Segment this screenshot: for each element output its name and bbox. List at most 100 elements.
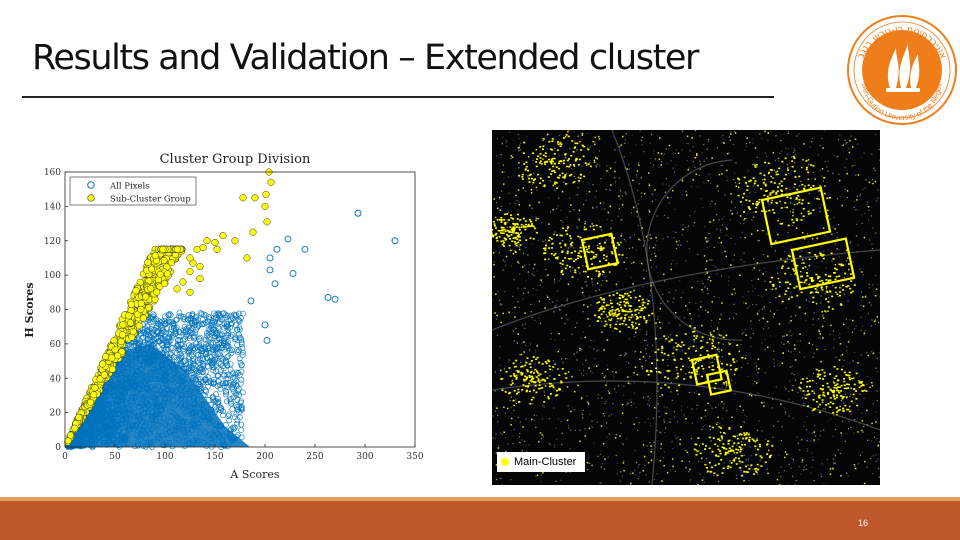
point-all-pixels (263, 336, 271, 344)
point-all-pixels (213, 345, 220, 352)
point-all-pixels (220, 340, 227, 347)
point-all-pixels (181, 344, 188, 350)
point-all-pixels (143, 330, 150, 337)
point-all-pixels (230, 424, 236, 431)
point-all-pixels (191, 318, 198, 324)
point-all-pixels (155, 338, 162, 345)
x-tick-label: 200 (256, 452, 273, 462)
point-sub-cluster (203, 237, 211, 245)
point-all-pixels (175, 356, 182, 363)
point-all-pixels (224, 354, 231, 361)
y-tick-label: 160 (44, 168, 61, 178)
point-all-pixels (178, 313, 184, 320)
point-all-pixels (193, 340, 200, 347)
point-all-pixels (185, 355, 192, 362)
point-all-pixels (284, 235, 292, 243)
x-axis-label: A Scores (229, 468, 280, 481)
point-all-pixels (220, 412, 226, 419)
point-all-pixels (198, 311, 205, 318)
point-all-pixels (226, 411, 232, 418)
point-all-pixels (166, 310, 173, 317)
footer-bar (0, 501, 960, 540)
point-all-pixels (205, 332, 212, 338)
point-all-pixels (221, 324, 228, 331)
point-sub-cluster (137, 305, 145, 313)
point-all-pixels (289, 269, 297, 277)
point-sub-cluster (196, 275, 204, 283)
point-all-pixels (143, 333, 150, 339)
point-all-pixels (234, 396, 241, 403)
point-all-pixels (217, 382, 223, 388)
point-all-pixels (204, 355, 211, 362)
point-all-pixels (194, 344, 200, 350)
point-all-pixels (168, 318, 175, 325)
point-all-pixels (223, 389, 230, 396)
point-all-pixels (216, 312, 223, 318)
point-all-pixels (149, 338, 156, 345)
point-all-pixels (224, 371, 231, 378)
map-legend: Main-Cluster (497, 452, 585, 472)
point-sub-cluster (153, 288, 161, 296)
point-all-pixels (182, 333, 189, 340)
x-tick-label: 150 (206, 452, 223, 462)
point-all-pixels (203, 368, 209, 375)
point-all-pixels (157, 330, 164, 337)
point-all-pixels (236, 324, 243, 331)
legend-marker-all-pixels (87, 181, 95, 189)
point-all-pixels (188, 352, 195, 359)
point-all-pixels (226, 372, 233, 379)
point-all-pixels (165, 318, 172, 325)
point-all-pixels (176, 355, 183, 362)
point-all-pixels (200, 363, 207, 370)
y-tick-label: 20 (50, 409, 62, 419)
point-all-pixels (205, 338, 212, 345)
point-all-pixels (202, 375, 209, 382)
point-all-pixels (261, 321, 269, 329)
point-sub-cluster (108, 354, 116, 362)
point-all-pixels (173, 356, 180, 363)
point-all-pixels (176, 310, 183, 316)
point-all-pixels (233, 402, 240, 409)
point-sub-cluster (267, 178, 275, 186)
point-all-pixels (225, 326, 231, 333)
point-all-pixels (171, 325, 177, 331)
chart-title: Cluster Group Division (160, 152, 311, 167)
x-tick-label: 350 (406, 452, 423, 462)
point-all-pixels (159, 318, 166, 325)
point-all-pixels (273, 245, 281, 253)
scatter-chart: Cluster Group Division 0 50 100 150 200 250 30… (20, 140, 430, 485)
point-all-pixels (153, 316, 159, 323)
y-tick-label: 120 (44, 237, 61, 247)
point-all-pixels (171, 320, 178, 327)
point-all-pixels (209, 349, 216, 356)
x-tick-label: 100 (156, 452, 173, 462)
point-all-pixels (187, 315, 194, 322)
point-all-pixels (196, 369, 203, 375)
point-all-pixels (227, 398, 234, 405)
point-sub-cluster (151, 252, 159, 260)
point-sub-cluster (66, 431, 75, 439)
point-all-pixels (232, 390, 239, 397)
point-all-pixels (158, 329, 165, 336)
map-building-outline (580, 232, 619, 271)
point-all-pixels (238, 341, 245, 348)
point-all-pixels (183, 326, 190, 332)
point-sub-cluster (231, 237, 239, 245)
point-all-pixels (231, 424, 238, 431)
point-all-pixels (227, 361, 234, 368)
point-all-pixels (187, 346, 193, 353)
point-all-pixels (168, 334, 175, 340)
point-all-pixels (209, 364, 216, 371)
point-sub-cluster (90, 391, 98, 399)
y-tick-label: 60 (50, 340, 62, 350)
point-all-pixels (236, 334, 243, 341)
point-all-pixels (238, 368, 245, 375)
point-all-pixels (221, 382, 228, 389)
point-all-pixels (221, 315, 228, 321)
point-all-pixels (236, 355, 243, 362)
point-all-pixels (206, 378, 213, 385)
legend-label-all-pixels: All Pixels (109, 182, 150, 192)
university-logo: אוניברסיטת בן-גוריון בנגב Ben-Gurion Uni… (847, 15, 957, 125)
point-all-pixels (213, 312, 219, 319)
point-all-pixels (180, 359, 187, 366)
